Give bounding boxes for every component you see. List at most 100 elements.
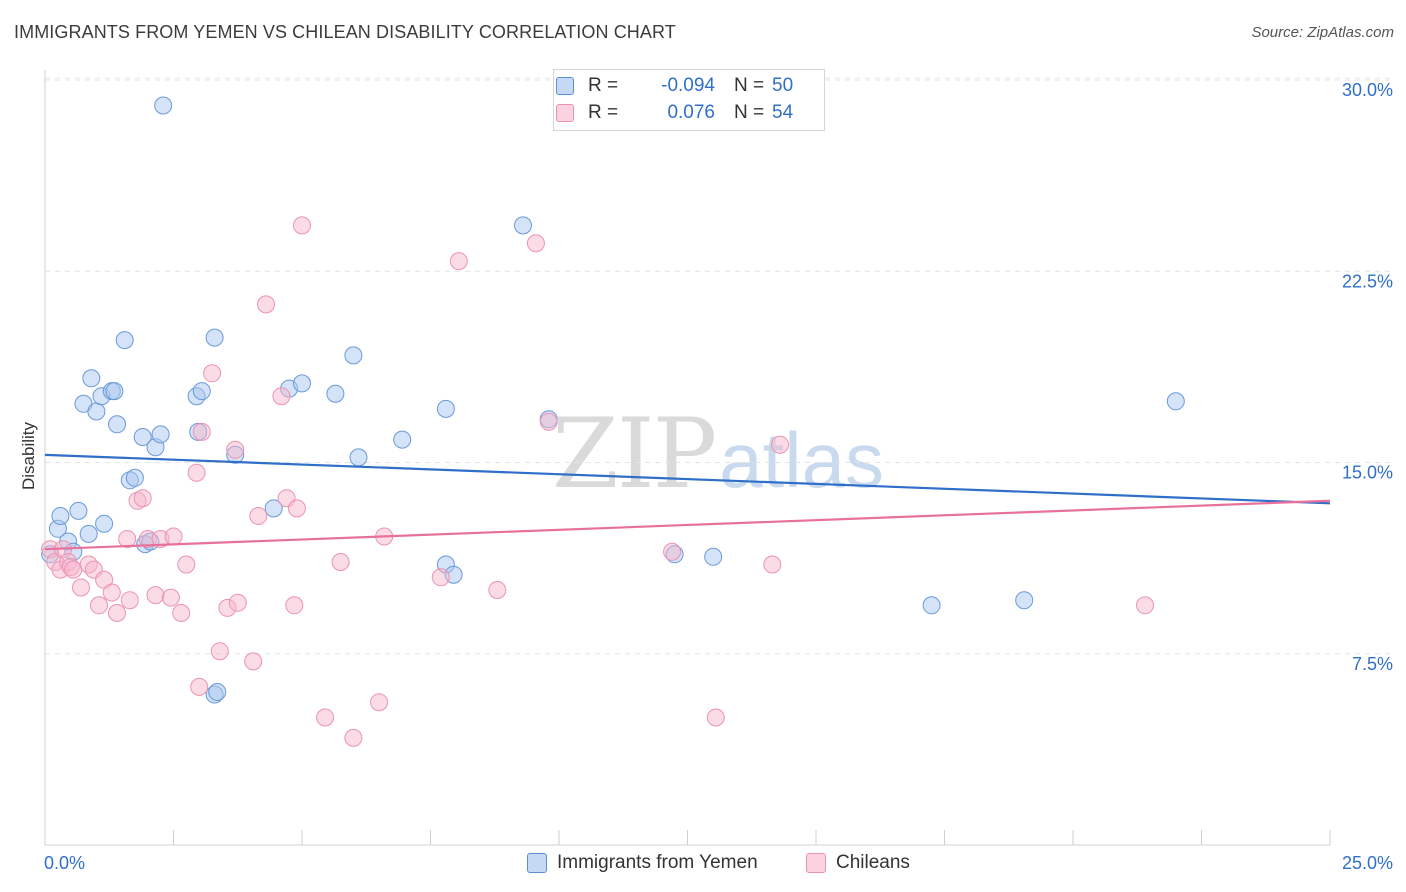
correlation-legend: R = -0.094 N = 50 R = 0.076 N = 54	[553, 69, 825, 131]
axis-layer	[44, 70, 1331, 846]
point-chilean	[228, 593, 247, 612]
bottom-legend-label: Immigrants from Yemen	[557, 852, 758, 873]
point-chilean	[257, 295, 275, 314]
point-chilean	[344, 728, 363, 747]
y-axis-label: Disability	[19, 421, 38, 490]
point-chilean	[370, 693, 389, 712]
y-tick-label: 30.0%	[1342, 80, 1393, 100]
legend-swatch-pink	[806, 853, 826, 873]
point-yemen	[205, 328, 224, 347]
point-yemen	[344, 346, 363, 365]
bottom-legend-label: Chileans	[836, 852, 910, 873]
point-chilean	[293, 216, 311, 235]
trend-line-yemen	[44, 453, 1331, 505]
point-chilean	[706, 708, 725, 727]
point-chilean	[771, 435, 789, 454]
point-yemen	[436, 399, 455, 418]
point-chilean	[272, 387, 291, 406]
x-tick-label: 0.0%	[44, 853, 85, 873]
point-yemen	[704, 547, 723, 566]
point-chilean	[192, 422, 211, 441]
point-chilean	[285, 596, 304, 615]
point-chilean	[172, 604, 191, 622]
y-tick-label: 15.0%	[1342, 463, 1393, 483]
point-chilean	[226, 440, 245, 459]
point-chilean	[164, 527, 183, 546]
point-yemen	[349, 448, 368, 467]
legend-r-label: R =	[588, 102, 619, 123]
point-chilean	[431, 568, 450, 587]
point-yemen	[115, 331, 134, 350]
legend-r-value: 0.076	[667, 102, 715, 123]
point-chilean	[118, 530, 137, 548]
legend-swatch-blue	[556, 77, 574, 95]
legend-swatch-pink	[556, 104, 574, 122]
point-yemen	[95, 514, 114, 533]
x-tick-label: 25.0%	[1342, 853, 1393, 873]
point-chilean	[146, 586, 165, 605]
point-chilean	[190, 677, 209, 696]
point-chilean	[1136, 596, 1154, 615]
legend-n-label: N =	[734, 102, 765, 123]
point-yemen	[151, 425, 170, 444]
point-chilean	[663, 542, 682, 561]
y-tick-label: 7.5%	[1352, 654, 1393, 674]
point-yemen	[208, 683, 227, 701]
point-yemen	[79, 524, 98, 543]
point-chilean	[133, 489, 152, 508]
label-layer: 7.5% 15.0% 22.5% 30.0% 0.0% 25.0% Disability	[19, 80, 1393, 873]
trend-layer	[44, 453, 1331, 551]
point-yemen	[1166, 392, 1185, 411]
point-yemen	[125, 468, 144, 487]
point-yemen	[393, 430, 412, 449]
point-chilean	[161, 588, 180, 607]
point-chilean	[526, 234, 545, 253]
point-chilean	[763, 555, 782, 574]
point-yemen	[82, 369, 101, 388]
point-yemen	[105, 382, 124, 401]
point-chilean	[316, 708, 335, 727]
point-chilean	[539, 412, 558, 431]
point-yemen	[514, 216, 532, 235]
point-yemen	[264, 499, 283, 518]
point-chilean	[287, 499, 306, 518]
point-yemen	[69, 501, 88, 520]
source-credit: Source: ZipAtlas.com	[1251, 24, 1394, 41]
point-yemen	[51, 507, 70, 525]
point-yemen	[922, 596, 941, 615]
legend-n-label: N =	[734, 75, 765, 96]
point-yemen	[108, 415, 126, 434]
point-chilean	[64, 560, 83, 579]
trend-line-chileans	[44, 499, 1331, 551]
point-chilean	[210, 642, 229, 661]
point-yemen	[326, 384, 345, 403]
point-chilean	[102, 583, 121, 602]
point-chilean	[177, 555, 196, 574]
point-chilean	[331, 553, 350, 571]
point-chilean	[249, 507, 268, 525]
chart-title: IMMIGRANTS FROM YEMEN VS CHILEAN DISABIL…	[14, 22, 676, 42]
point-yemen	[293, 374, 311, 393]
points-layer	[41, 96, 1185, 747]
y-tick-label: 22.5%	[1342, 271, 1393, 291]
point-yemen	[133, 428, 152, 446]
point-chilean	[120, 591, 139, 610]
grid-layer	[45, 77, 1392, 655]
point-yemen	[87, 402, 106, 421]
legend-r-value: -0.094	[661, 75, 715, 96]
point-chilean	[488, 581, 507, 599]
point-yemen	[1015, 591, 1034, 610]
legend-r-label: R =	[588, 75, 619, 96]
legend-swatch-blue	[527, 853, 547, 873]
point-chilean	[108, 604, 126, 622]
legend-n-value: 54	[772, 102, 794, 123]
legend-n-value: 50	[772, 75, 794, 96]
point-chilean	[187, 463, 206, 482]
point-chilean	[244, 652, 263, 671]
point-yemen	[154, 96, 173, 115]
point-chilean	[449, 252, 468, 271]
point-chilean	[203, 364, 222, 383]
point-chilean	[72, 578, 90, 597]
point-yemen	[192, 382, 211, 401]
